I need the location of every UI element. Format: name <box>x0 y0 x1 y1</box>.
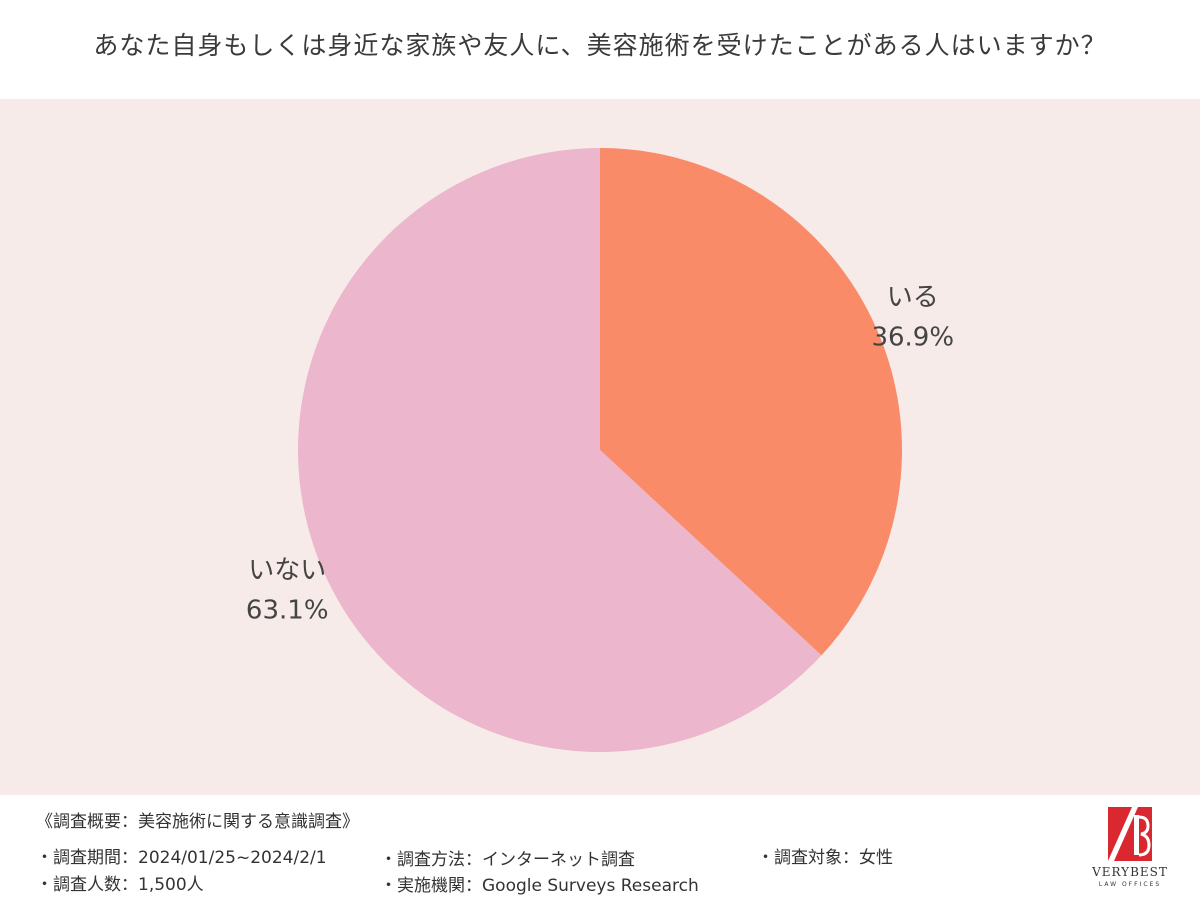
survey-footer: 《調査概要：美容施術に関する意識調査》 ・調査期間：2024/01/25~202… <box>0 795 1200 900</box>
chart-title: あなた自身もしくは身近な家族や友人に、美容施術を受けたことがある人はいますか？ <box>93 31 1107 60</box>
survey-target: ・調査対象：女性 <box>757 848 893 868</box>
survey-respondents: ・調査人数：1,500人 <box>36 875 204 895</box>
survey-period: ・調査期間：2024/01/25~2024/2/1 <box>36 848 327 868</box>
survey-organization: ・実施機関：Google Surveys Research <box>380 876 699 896</box>
pie-slice-1 <box>298 148 822 752</box>
pie-chart: いる 36.9% いない 63.1% <box>246 148 954 752</box>
pie-slice-0 <box>600 148 903 656</box>
slice-label-1: いない <box>248 556 326 586</box>
logo-sub: LAW OFFICES <box>1098 881 1162 888</box>
slice-value-label-0: 36.9% <box>871 322 954 352</box>
logo-name: VERYBEST <box>1092 865 1168 879</box>
survey-method: ・調査方法：インターネット調査 <box>380 850 635 870</box>
slice-label-0: いる <box>887 282 939 312</box>
slice-value-label-1: 63.1% <box>246 596 329 626</box>
verybest-logo: VERYBEST LAW OFFICES <box>1088 805 1172 893</box>
logo-mark-icon <box>1108 807 1152 861</box>
chart-panel: いる 36.9% いない 63.1% <box>0 99 1200 795</box>
survey-heading: 《調査概要：美容施術に関する意識調査》 <box>36 812 359 832</box>
